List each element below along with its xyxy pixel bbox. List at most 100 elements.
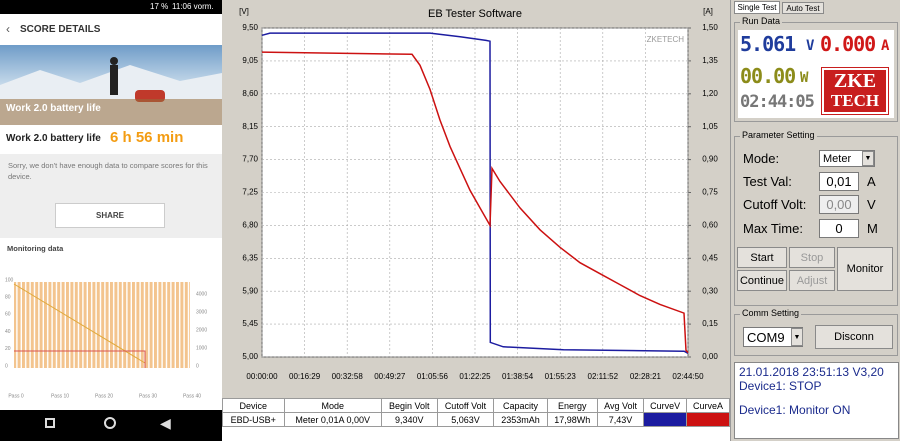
logo-top: ZKE [833, 70, 877, 92]
share-button[interactable]: SHARE [55, 203, 165, 228]
mini-y2-tick: 2000 [196, 327, 207, 333]
table-header: Device Mode Begin Volt Cutoff Volt Capacity E… [222, 398, 730, 413]
log-line: 21.01.2018 23:51:13 V3,20 [739, 365, 884, 379]
mini-x-tick: Pass 30 [139, 393, 157, 399]
mini-y-tick: 0 [5, 363, 8, 369]
y2-tick-label: 1,35 [702, 56, 718, 65]
y2-tick-label: 0,00 [702, 352, 718, 361]
y2-tick-label: 0,15 [702, 319, 718, 328]
cutoff-label: Cutoff Volt: [743, 197, 807, 212]
adjust-button[interactable]: Adjust [789, 270, 835, 291]
y2-tick-label: 1,05 [702, 122, 718, 131]
y2-tick-label: 0,30 [702, 286, 718, 295]
group-label: Comm Setting [740, 308, 802, 318]
x-tick-label: 00:00:00 [246, 372, 278, 381]
result-table: Device Mode Begin Volt Cutoff Volt Capacity E… [222, 398, 730, 441]
column-header: Energy [546, 398, 598, 413]
log-line: Device1: STOP [739, 379, 822, 393]
mode-label: Mode: [743, 151, 780, 166]
watt-unit: W [800, 70, 809, 86]
x-tick-label: 02:28:21 [630, 372, 662, 381]
log-box: 21.01.2018 23:51:13 V3,20 Device1: STOP De… [734, 362, 899, 439]
table-row[interactable]: EBD-USB+ Meter 0,01A 0,00V 9,340V 5,063V 235… [222, 412, 730, 427]
watt-display: 00.00 [740, 64, 796, 88]
test-unit: A [867, 174, 876, 189]
battery-line [13, 283, 146, 364]
tab-single[interactable]: Single Test [734, 1, 780, 14]
temp-line [14, 350, 146, 368]
status-bar: 17 % 11:06 vorm. [0, 0, 222, 14]
continue-button[interactable]: Continue [737, 270, 787, 291]
cell: 2353mAh [493, 412, 548, 427]
curve-swatch [643, 412, 688, 427]
time-unit: M [867, 221, 878, 236]
clock: 11:06 vorm. [172, 2, 214, 11]
result-row: Work 2.0 battery life 6 h 56 min [0, 125, 222, 154]
y-tick-label: 7,25 [242, 188, 258, 197]
banner-overlay [0, 99, 222, 125]
chart: EB Tester Software [V] [A] ZKETECH 9,50 9… [239, 7, 718, 381]
group-label: Run Data [740, 16, 783, 26]
mini-y-tick: 80 [5, 295, 11, 301]
back-icon[interactable]: ‹ [6, 22, 10, 36]
data-line [261, 32, 689, 354]
dropdown-arrow[interactable]: ▼ [791, 328, 803, 346]
volt-unit: V [806, 38, 815, 54]
stop-button[interactable]: Stop [789, 247, 835, 268]
cell: 9,340V [380, 412, 438, 427]
time-display: 02:44:05 [740, 92, 815, 112]
home-button[interactable] [104, 417, 116, 429]
skier [110, 65, 118, 95]
y-tick-label: 5,90 [242, 286, 258, 295]
log-line: Device1: Monitor ON [739, 403, 851, 417]
com-select[interactable]: COM9 [743, 327, 803, 347]
mini-y2-tick: 3000 [196, 309, 207, 315]
battery-status: 17 % [150, 2, 169, 11]
disconnect-button[interactable]: Disconn [815, 325, 893, 349]
y-tick-label: 9,50 [242, 23, 258, 32]
cell: Meter 0,01A 0,00V [283, 412, 382, 427]
banner-art [0, 57, 222, 125]
x-tick-label: 00:49:27 [374, 372, 406, 381]
y2-tick-label: 1,20 [702, 89, 718, 98]
y-tick-label: 8,60 [242, 89, 258, 98]
time-input[interactable]: 0 [819, 219, 859, 238]
back-button[interactable]: ◀ [160, 415, 171, 431]
tab-auto[interactable]: Auto Test [782, 2, 824, 14]
data-line [261, 51, 689, 354]
mini-y-tick: 100 [5, 277, 14, 283]
x-tick-label: 00:16:29 [289, 372, 321, 381]
y-tick-label: 6,80 [242, 221, 258, 230]
start-button[interactable]: Start [737, 247, 787, 268]
monitoring-chart: 100 80 60 40 20 0 4000 3000 2000 1000 0 Pass 0 Pass … [5, 277, 207, 399]
note: Sorry, we don't have enough data to comp… [8, 161, 208, 181]
mini-x-tick: Pass 40 [183, 393, 201, 399]
phone-screen: 17 % 11:06 vorm. ‹ SCORE DETAILS Work 2.… [0, 0, 222, 441]
monitor-button[interactable]: Monitor [837, 247, 893, 291]
recent-button[interactable] [45, 418, 55, 428]
column-header: CurveV [643, 398, 688, 413]
x-tick-label: 02:11:52 [588, 372, 619, 381]
table: Device Mode Begin Volt Cutoff Volt Capacity E… [222, 398, 730, 427]
mini-x-tick: Pass 0 [8, 393, 24, 399]
y2-tick-label: 0,90 [702, 155, 718, 164]
x-tick-label: 01:22:25 [459, 372, 491, 381]
cutoff-input[interactable]: 0,00 [819, 195, 859, 214]
dropdown-arrow[interactable]: ▼ [862, 151, 874, 166]
cell: 5,063V [436, 412, 495, 427]
banner: Work 2.0 battery life [0, 45, 222, 125]
chart-title: EB Tester Software [428, 8, 522, 20]
logo-bottom: TECH [830, 91, 880, 110]
y2-tick-label: 0,75 [702, 188, 718, 197]
app-header: ‹ SCORE DETAILS [0, 14, 222, 45]
result-label: Work 2.0 battery life [6, 133, 101, 144]
y2-tick-label: 1,50 [702, 23, 718, 32]
test-input[interactable]: 0,01 [819, 172, 859, 191]
mode-select[interactable]: Meter [819, 150, 875, 167]
comm-group: Comm Setting COM9 ▼ Disconn [734, 308, 898, 356]
banner-title: Work 2.0 battery life [6, 103, 101, 114]
nav-bar: ◀ [0, 410, 222, 441]
y-axis-label: [V] [239, 7, 249, 16]
cutoff-unit: V [867, 197, 876, 212]
